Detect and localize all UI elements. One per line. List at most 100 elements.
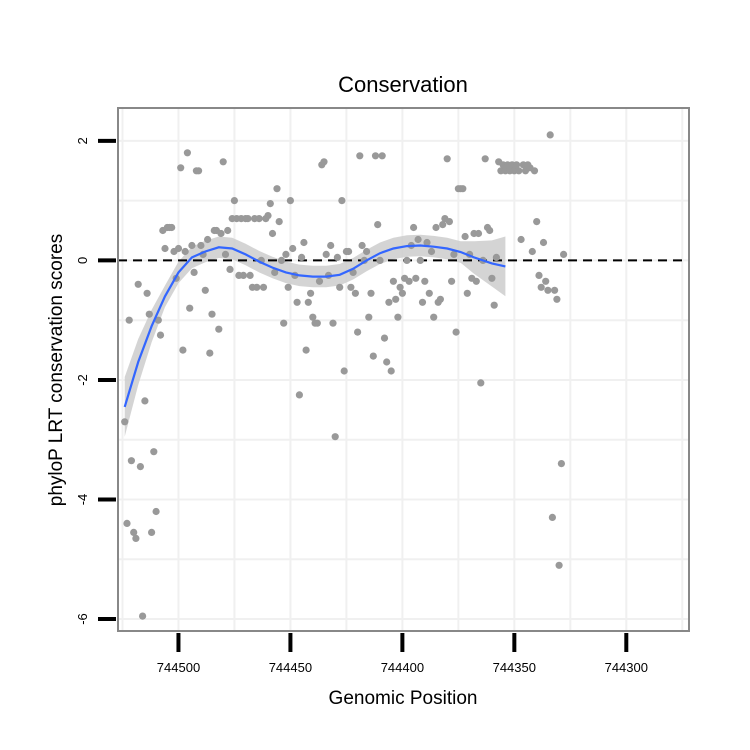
- data-point: [204, 235, 212, 244]
- data-point: [463, 289, 471, 297]
- data-point: [183, 149, 191, 157]
- data-point: [333, 253, 341, 261]
- data-point: [461, 232, 469, 241]
- data-point: [477, 379, 485, 387]
- data-point: [315, 277, 324, 285]
- data-point: [515, 167, 523, 175]
- data-point: [363, 247, 371, 256]
- data-point: [127, 457, 135, 465]
- data-point: [450, 250, 458, 258]
- data-point: [156, 331, 165, 339]
- data-point: [179, 346, 187, 354]
- data-point: [378, 152, 386, 160]
- y-tick-label: -4: [75, 494, 90, 506]
- data-point: [553, 295, 561, 303]
- data-point: [181, 247, 189, 256]
- data-point: [244, 215, 252, 223]
- data-point: [134, 280, 142, 288]
- data-point: [320, 158, 328, 166]
- data-point: [331, 433, 339, 441]
- data-point: [215, 325, 223, 333]
- data-point: [354, 328, 362, 336]
- data-point: [356, 152, 364, 160]
- data-point: [206, 349, 214, 357]
- data-point: [224, 226, 232, 235]
- confidence-band: [124, 234, 506, 437]
- data-point: [150, 448, 158, 456]
- data-point: [528, 247, 536, 256]
- data-point: [412, 274, 420, 282]
- data-point: [302, 346, 310, 354]
- confidence-band-area: [124, 234, 506, 437]
- data-point: [246, 271, 254, 279]
- data-point: [313, 319, 321, 327]
- data-point: [488, 274, 496, 282]
- y-tick-label: -6: [75, 613, 90, 625]
- data-point: [533, 218, 541, 226]
- data-point: [414, 235, 422, 244]
- data-points: [121, 131, 568, 620]
- data-point: [145, 310, 153, 318]
- data-point: [327, 241, 335, 250]
- data-point: [542, 277, 550, 285]
- data-point: [539, 238, 548, 247]
- data-point: [186, 304, 194, 312]
- data-point: [358, 241, 366, 250]
- data-point: [277, 256, 286, 264]
- data-point: [432, 223, 440, 232]
- data-point: [376, 256, 384, 264]
- data-point: [197, 241, 205, 250]
- data-point: [298, 253, 306, 261]
- data-point: [264, 212, 272, 220]
- data-point: [544, 286, 552, 294]
- data-point: [557, 460, 566, 468]
- data-point: [474, 229, 483, 238]
- data-point: [295, 391, 303, 399]
- data-point: [445, 218, 453, 226]
- data-point: [280, 319, 288, 327]
- data-point: [304, 298, 312, 306]
- data-point: [271, 268, 279, 276]
- data-point: [425, 289, 433, 297]
- data-point: [486, 226, 494, 235]
- data-point: [347, 283, 355, 291]
- data-point: [322, 250, 330, 258]
- data-point: [190, 268, 198, 276]
- data-point: [195, 167, 203, 175]
- data-point: [369, 352, 377, 360]
- data-point: [383, 358, 391, 366]
- x-tick-label: 744450: [269, 660, 312, 675]
- data-point: [286, 197, 294, 205]
- data-point: [345, 247, 353, 256]
- data-point: [439, 221, 447, 229]
- data-point: [513, 161, 521, 169]
- data-point: [555, 561, 563, 569]
- data-point: [551, 286, 559, 294]
- data-point: [548, 513, 557, 522]
- data-point: [537, 283, 545, 291]
- data-point: [289, 244, 297, 253]
- y-tick-label: 0: [75, 257, 90, 264]
- data-point: [219, 158, 227, 166]
- data-point: [436, 295, 444, 303]
- grid-lines: [118, 108, 689, 631]
- data-point: [230, 197, 238, 205]
- data-point: [392, 295, 400, 303]
- data-point: [492, 253, 500, 261]
- data-point: [123, 519, 131, 528]
- data-point: [309, 313, 317, 321]
- data-point: [371, 152, 380, 160]
- data-point: [560, 250, 568, 258]
- data-point: [168, 223, 176, 232]
- y-tick-label: 2: [75, 137, 90, 144]
- data-point: [152, 507, 160, 516]
- data-point: [255, 215, 263, 223]
- data-point: [472, 277, 480, 285]
- data-point: [481, 155, 489, 163]
- data-point: [217, 229, 225, 238]
- data-point: [121, 418, 129, 426]
- data-point: [282, 250, 290, 258]
- smooth-line: [123, 244, 506, 408]
- data-point: [188, 241, 196, 250]
